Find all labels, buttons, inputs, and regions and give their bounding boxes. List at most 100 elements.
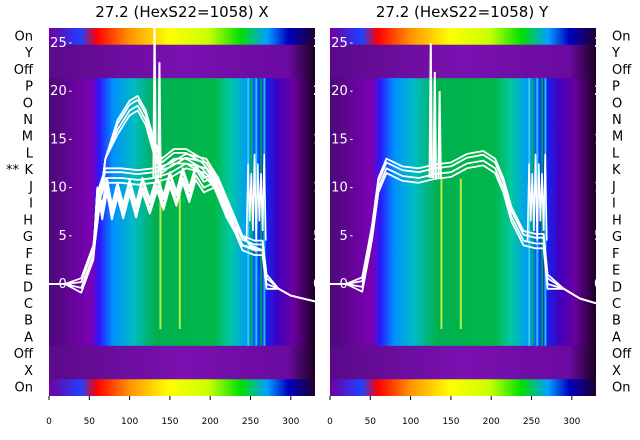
row-label-g: G <box>23 230 33 245</box>
trace-spike <box>432 71 437 178</box>
row-label-c: C <box>612 297 621 312</box>
row-label-i: I <box>29 197 33 212</box>
trace-line <box>92 109 263 256</box>
trace-noise <box>526 153 548 241</box>
row-label-f: F <box>26 247 33 262</box>
row-label-y: Y <box>611 46 620 61</box>
heatmap-row-y <box>330 44 596 62</box>
row-label-l: L <box>612 146 620 161</box>
chart-title: 27.2 (HexS22=1058) X <box>95 3 268 21</box>
row-label-off: Off <box>612 63 632 78</box>
x-tick-label: 100 <box>402 417 419 427</box>
row-label-n: N <box>23 113 33 128</box>
heatmap-stripe <box>247 78 250 346</box>
trace-spike <box>152 28 157 178</box>
overlay-y-tick-label-right: 10 <box>313 181 330 196</box>
row-label-f: F <box>612 247 619 262</box>
row-label-k: K <box>612 163 621 178</box>
overlay-y-tick-label: 5 <box>58 229 66 244</box>
heatmap-row-o <box>330 94 596 113</box>
heatmap-stripe <box>260 78 263 346</box>
heatmap-row-p <box>330 78 596 96</box>
heatmap-row-i <box>330 195 596 213</box>
trace-line <box>330 150 596 305</box>
heatmap-row-i <box>49 195 315 213</box>
row-label-a: A <box>24 330 33 345</box>
overlay-y-tick-label-right: 15 <box>313 132 330 147</box>
heatmap-row-n <box>49 111 315 129</box>
x-tick-label: 200 <box>483 417 500 427</box>
trace-line <box>330 164 596 305</box>
heatmap-row-b <box>330 312 596 330</box>
row-label-h: H <box>23 213 33 228</box>
row-label-m: M <box>612 130 623 145</box>
row-label-b: B <box>24 314 33 329</box>
row-label-b: B <box>612 314 621 329</box>
heatmap-row-n <box>330 111 596 129</box>
overlay-y-tick-label: 20 <box>50 84 67 99</box>
heatmap-row-c <box>330 295 596 313</box>
x-tick-label: 250 <box>242 417 259 427</box>
heatmap-row-g <box>49 228 315 246</box>
overlay-y-tick-label: 10 <box>331 181 348 196</box>
row-label-d: D <box>612 280 622 295</box>
trace-spike <box>428 42 433 178</box>
heatmap-stripe <box>531 78 534 346</box>
row-label-y: Y <box>24 46 33 61</box>
row-label-d: D <box>23 280 33 295</box>
row-label-p: P <box>612 80 620 95</box>
overlay-y-tick-label-right: 20 <box>313 84 330 99</box>
row-label-k: K <box>24 163 33 178</box>
row-label-p: P <box>25 80 33 95</box>
overlay-y-tick-label: 15 <box>50 132 67 147</box>
heatmap-row-off <box>330 345 596 364</box>
overlay-y-tick-label-right: 25 <box>313 36 330 51</box>
x-tick-label: 50 <box>365 417 377 427</box>
row-label-h: H <box>612 213 622 228</box>
row-label-x: X <box>24 364 33 379</box>
heatmap-row-off <box>49 61 315 79</box>
overlay-y-tick-label-right: 15 <box>594 132 611 147</box>
overlay-y-tick-label: 25 <box>50 36 67 51</box>
x-tick-label: 150 <box>161 417 178 427</box>
row-label-g: G <box>612 230 622 245</box>
x-tick-label: 300 <box>563 417 580 427</box>
heatmap-row-b <box>49 312 315 330</box>
row-label-o: O <box>23 96 33 111</box>
x-tick-label: 200 <box>202 417 219 427</box>
overlay-y-tick-label-right: 25 <box>594 36 611 51</box>
row-label-off: Off <box>612 347 632 362</box>
heatmap-row-on <box>330 379 596 396</box>
heatmap-stripe <box>544 78 547 346</box>
heatmap-row-on <box>49 28 315 46</box>
row-label-j: J <box>28 180 33 195</box>
row-label-o: O <box>612 96 622 111</box>
x-tick-label: 250 <box>523 417 540 427</box>
row-label-on: On <box>612 29 630 44</box>
heatmap-row-h <box>49 212 315 230</box>
heatmap-row-a <box>49 329 315 347</box>
heatmap-row-p <box>49 78 315 96</box>
chart-panel-y: 27.2 (HexS22=1058) Y 0 0 5 5 10 10 15 15 20 20 25 25… <box>327 3 632 427</box>
row-label-l: L <box>26 146 34 161</box>
x-tick-label: 50 <box>84 417 96 427</box>
overlay-y-tick-label: 15 <box>331 132 348 147</box>
overlay-y-tick-label: 20 <box>331 84 348 99</box>
heatmap-row-j <box>330 178 596 196</box>
heatmap-row-x <box>49 362 315 380</box>
heatmap-stripe <box>250 78 253 346</box>
row-marker: ** <box>6 163 20 178</box>
overlay-y-tick-label-right: 10 <box>594 181 611 196</box>
trace-spike <box>437 91 442 178</box>
overlay-y-tick-label-right: 20 <box>594 84 611 99</box>
row-label-c: C <box>24 297 33 312</box>
overlay-y-tick-label: 10 <box>50 181 67 196</box>
x-tick-label: 150 <box>442 417 459 427</box>
overlay-y-tick-label: 25 <box>331 36 348 51</box>
heatmap-row-c <box>49 295 315 313</box>
x-tick-label: 100 <box>121 417 138 427</box>
row-label-e: E <box>612 264 620 279</box>
